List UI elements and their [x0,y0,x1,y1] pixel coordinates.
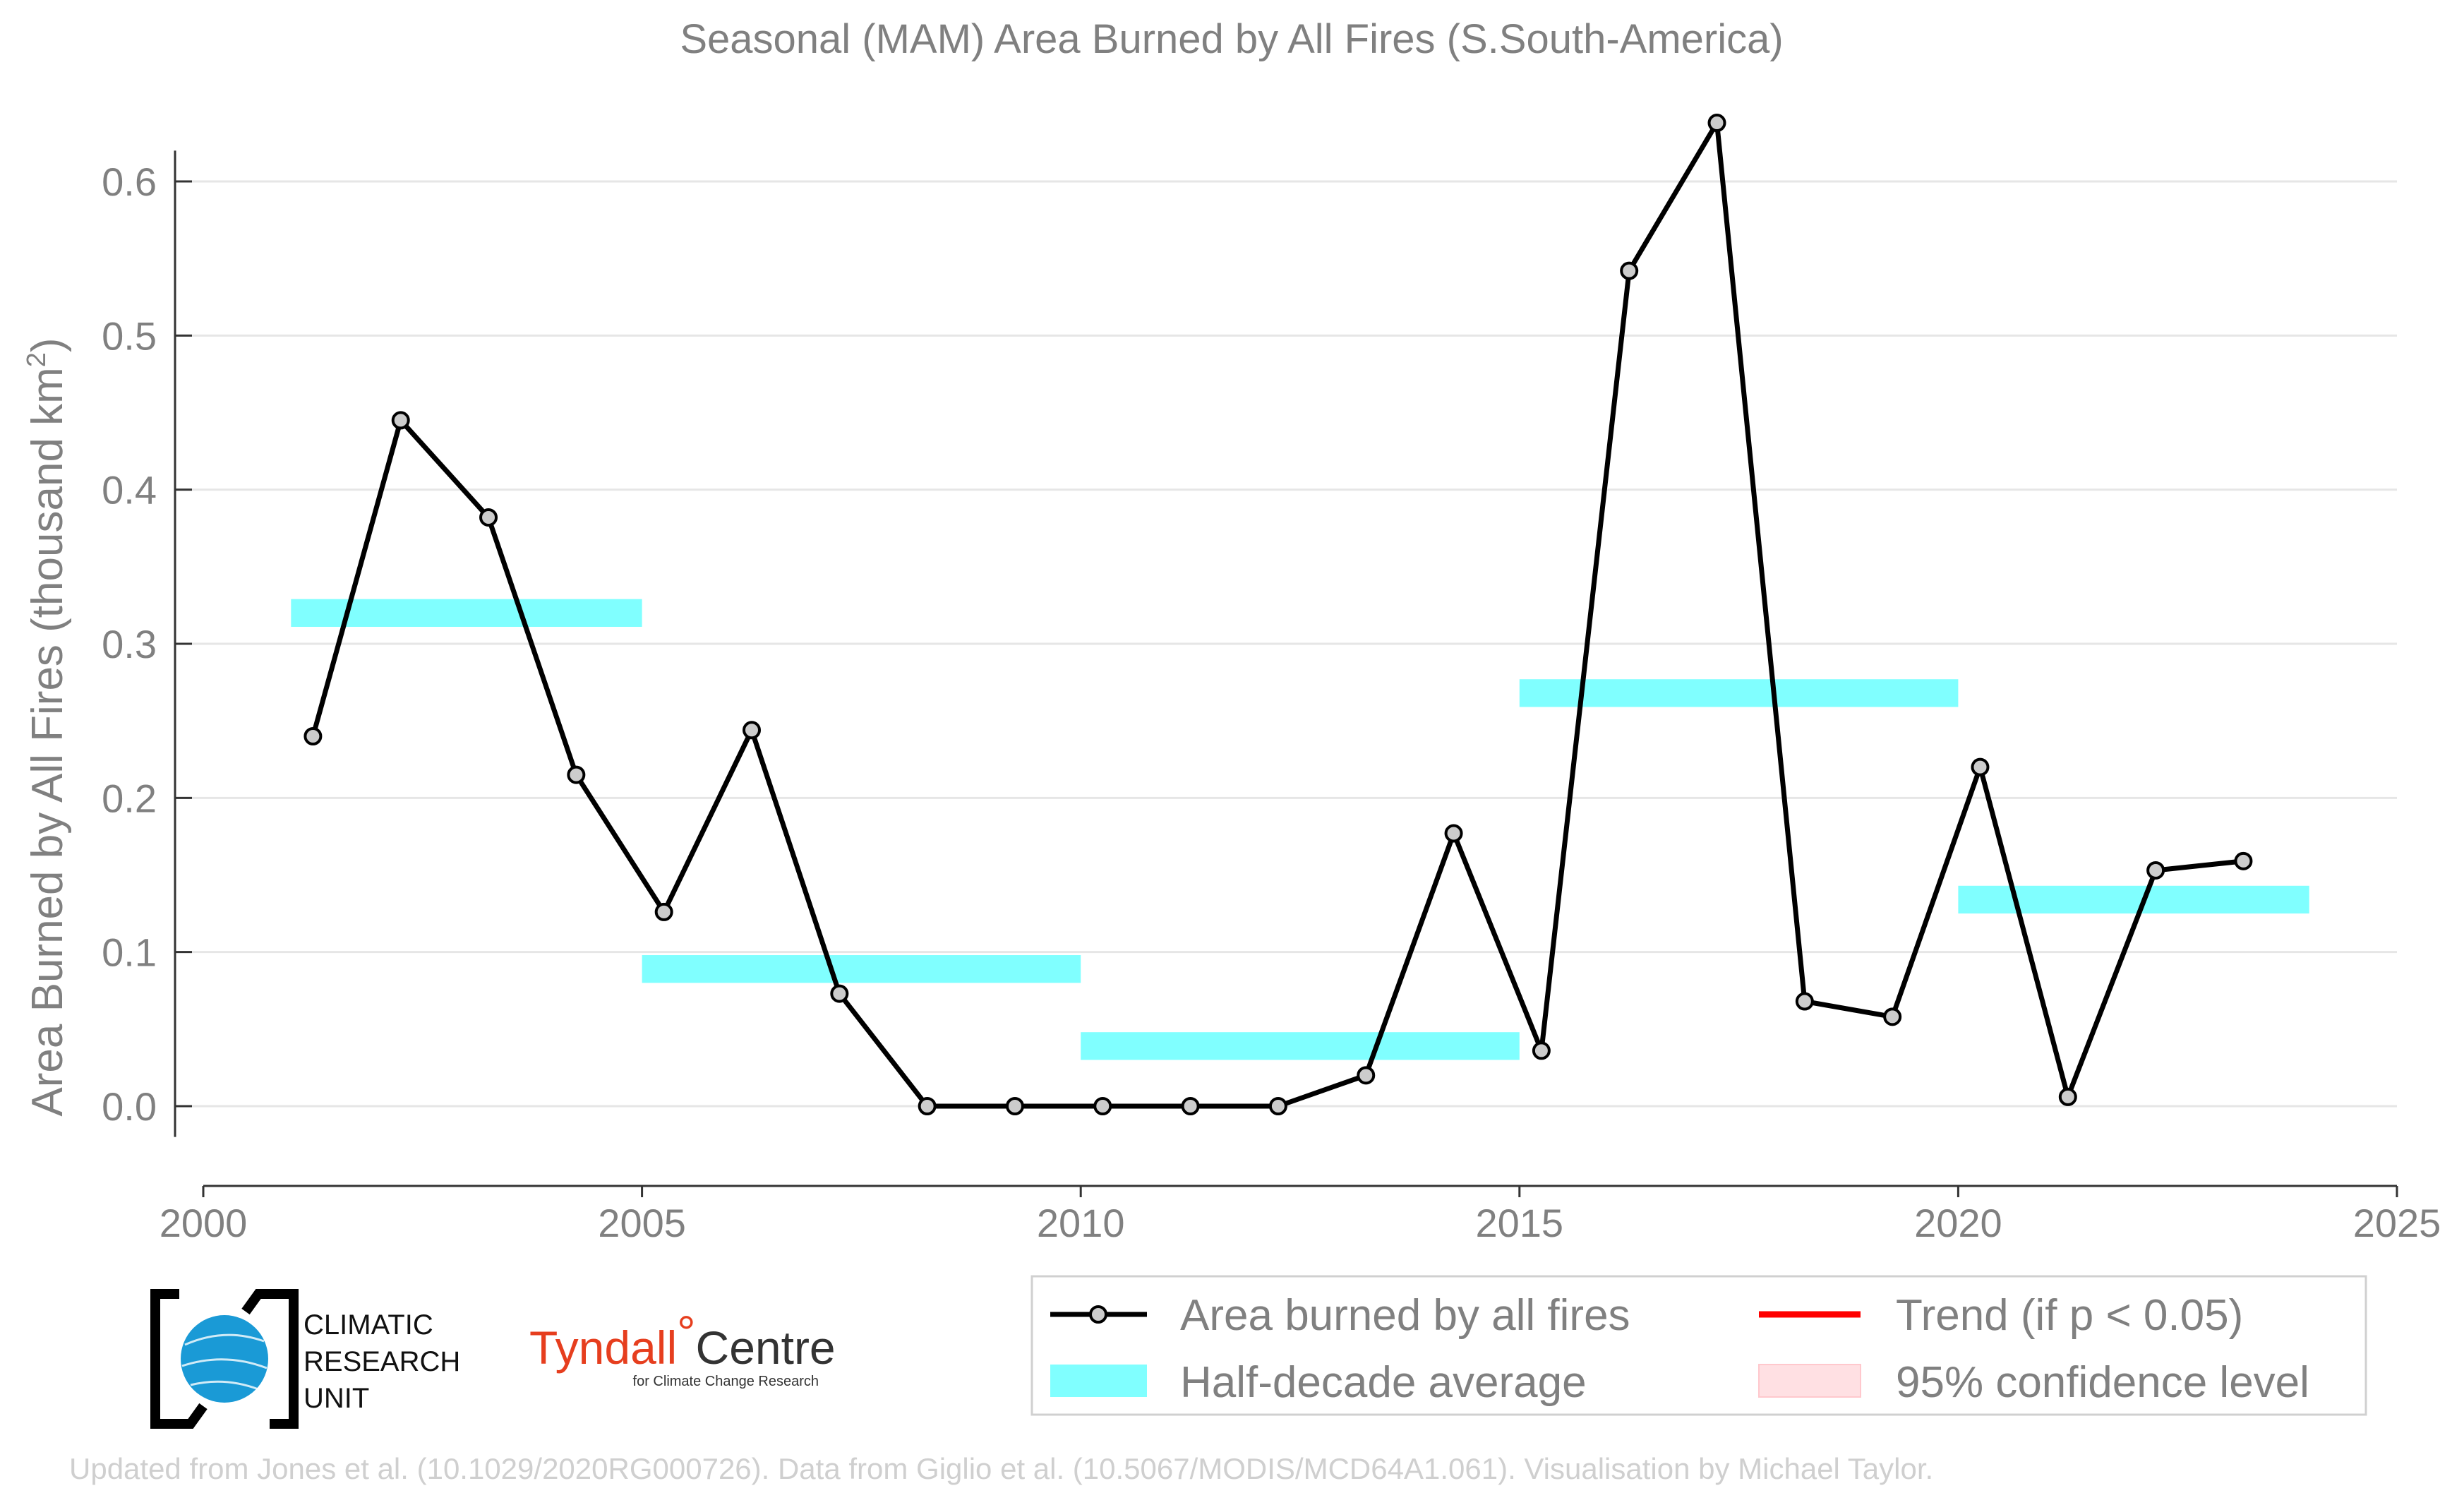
legend-label-area-burned: Area burned by all fires [1180,1291,1630,1340]
cru-logo-line-1: CLIMATIC [304,1309,433,1341]
data-point-15 [1620,261,1639,280]
x-tick-label-5: 2025 [2353,1201,2441,1245]
y-axis-label: Area Burned by All Fires (thousand km2) [22,337,72,1116]
y-axis-label-superscript: 2 [22,352,52,367]
legend-marker-icon [1089,1305,1107,1324]
legend-band-icon [1050,1365,1147,1397]
data-point-10 [1181,1097,1200,1115]
data-point-20 [2058,1087,2077,1106]
tick-labels: 0.0 0.1 0.2 0.3 0.4 0.5 0.6 2000 2005 2010 2015 202… [102,160,2441,1245]
half-decade-band-2 [1081,1032,1520,1060]
x-tick-label-4: 2020 [1914,1201,2002,1245]
y-tick-label-0: 0.0 [102,1084,157,1129]
cru-frame-right [241,1289,299,1429]
half-decade-average-bands [291,599,2309,1060]
half-decade-band-3 [1519,679,1959,707]
legend: Area burned by all fires Half-decade ave… [1030,1275,2367,1416]
globe-lines [181,1333,268,1391]
tyndall-degree: ° [677,1306,695,1358]
cru-frame-left [150,1289,208,1429]
data-point-22 [2234,851,2253,870]
y-tick-label-1: 0.1 [102,930,157,975]
series-points [304,114,2253,1115]
data-point-7 [918,1097,937,1115]
chart-title: Seasonal (MAM) Area Burned by All Fires … [680,16,1783,62]
tyndall-word: Tyndall [529,1321,677,1374]
tyndall-centre-word: Centre [696,1321,836,1374]
legend-label-confidence: 95% confidence level [1896,1358,2309,1407]
data-point-6 [830,984,849,1003]
data-point-12 [1357,1066,1376,1085]
cru-logo-line-3: UNIT [304,1383,369,1414]
y-tick-label-2: 0.2 [102,776,157,820]
tyndall-logo: Tyndall°Centre for Climate Change Resear… [529,1306,836,1389]
y-axis-label-close: ) [23,337,72,352]
data-point-0 [304,727,323,745]
y-tick-label-3: 0.3 [102,622,157,666]
data-point-21 [2146,861,2165,880]
data-point-3 [567,765,586,784]
data-point-2 [479,508,498,527]
axes [174,150,2398,1197]
data-point-9 [1093,1097,1112,1115]
legend-confidence-fill-icon [1758,1364,1861,1398]
data-point-17 [1795,992,1814,1011]
data-point-5 [743,721,761,740]
data-point-13 [1444,824,1463,843]
legend-label-trend: Trend (if p < 0.05) [1896,1291,2243,1340]
legend-box [1030,1275,2367,1416]
half-decade-band-1 [642,955,1081,983]
x-tick-label-0: 2000 [160,1201,248,1245]
x-tick-label-2: 2010 [1037,1201,1125,1245]
legend-label-half-decade: Half-decade average [1180,1358,1587,1407]
data-point-16 [1707,114,1726,133]
data-point-8 [1005,1097,1024,1115]
x-tick-label-1: 2005 [598,1201,686,1245]
y-axis-label-main: Area Burned by All Fires (thousand km [23,367,72,1116]
tyndall-logo-name: Tyndall°Centre [529,1306,836,1374]
y-tick-label-6: 0.6 [102,160,157,204]
data-point-18 [1883,1007,1902,1026]
credit-line: Updated from Jones et al. (10.1029/2020R… [69,1452,1933,1485]
data-point-4 [654,902,673,921]
grid-lines [175,180,2397,1108]
y-tick-label-5: 0.5 [102,313,157,358]
data-point-14 [1532,1041,1551,1060]
data-point-11 [1268,1097,1287,1115]
cru-logo: CLIMATIC RESEARCH UNIT [150,1289,460,1429]
data-point-19 [1971,757,1990,777]
cru-logo-line-2: RESEARCH [304,1346,460,1377]
tyndall-logo-subtitle: for Climate Change Research [633,1374,819,1389]
data-point-1 [391,411,410,430]
y-tick-label-4: 0.4 [102,468,157,512]
x-tick-label-3: 2015 [1476,1201,1564,1245]
